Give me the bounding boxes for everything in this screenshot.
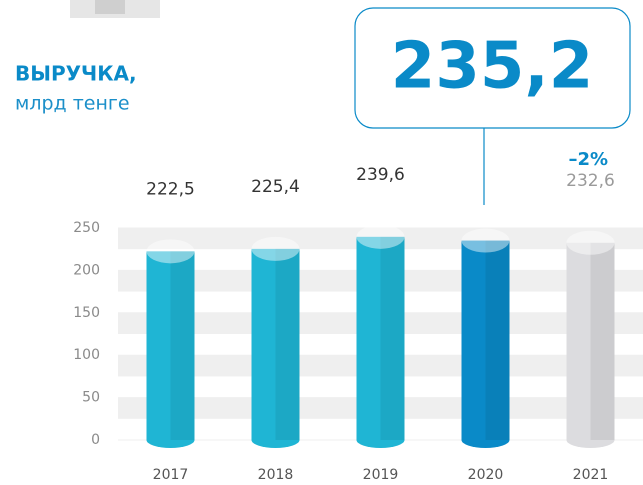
y-tick-label: 200 (73, 262, 100, 278)
x-tick-label: 2018 (258, 467, 294, 483)
bar-top (147, 239, 195, 263)
value-label: 222,5 (146, 179, 195, 199)
bar-shade (486, 241, 510, 440)
highlight-value: 235,2 (391, 30, 593, 104)
bar-shade (276, 249, 300, 440)
value-label: 225,4 (251, 177, 300, 197)
chart-title: ВЫРУЧКА, (15, 62, 137, 86)
y-tick-label: 100 (73, 347, 100, 363)
bar-shade (381, 237, 405, 440)
chart-subtitle: млрд тенге (15, 93, 130, 115)
change-label: –2% (568, 149, 608, 170)
y-tick-label: 150 (73, 305, 100, 321)
x-tick-label: 2019 (363, 467, 399, 483)
value-label: 239,6 (356, 165, 405, 185)
building-icon (70, 0, 160, 18)
bar-shade (171, 251, 195, 440)
y-tick-label: 50 (82, 390, 100, 406)
bar-top (462, 229, 510, 253)
y-tick-label: 0 (91, 432, 100, 448)
x-tick-label: 2020 (468, 467, 504, 483)
bar-top (357, 225, 405, 249)
value-label: 232,6 (566, 171, 615, 191)
x-tick-label: 2021 (573, 467, 609, 483)
bar-top (252, 237, 300, 261)
bar-top (567, 231, 615, 255)
y-tick-label: 250 (73, 220, 100, 236)
bar-shade (591, 243, 615, 440)
x-tick-label: 2017 (153, 467, 189, 483)
chart: ВЫРУЧКА, млрд тенге 235,2 –2% 0 50 100 150 2… (0, 0, 643, 485)
